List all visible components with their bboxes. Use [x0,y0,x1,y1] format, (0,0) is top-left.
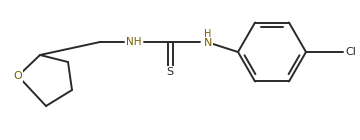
Text: Cl: Cl [346,47,356,57]
Text: N: N [204,38,212,48]
Text: S: S [166,67,174,77]
Text: NH: NH [126,37,142,47]
Text: O: O [14,71,22,81]
Text: H: H [204,29,212,39]
